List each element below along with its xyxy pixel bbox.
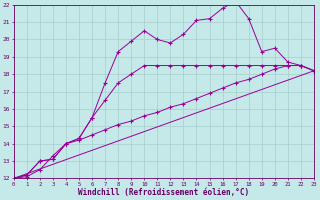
X-axis label: Windchill (Refroidissement éolien,°C): Windchill (Refroidissement éolien,°C) [78,188,249,197]
